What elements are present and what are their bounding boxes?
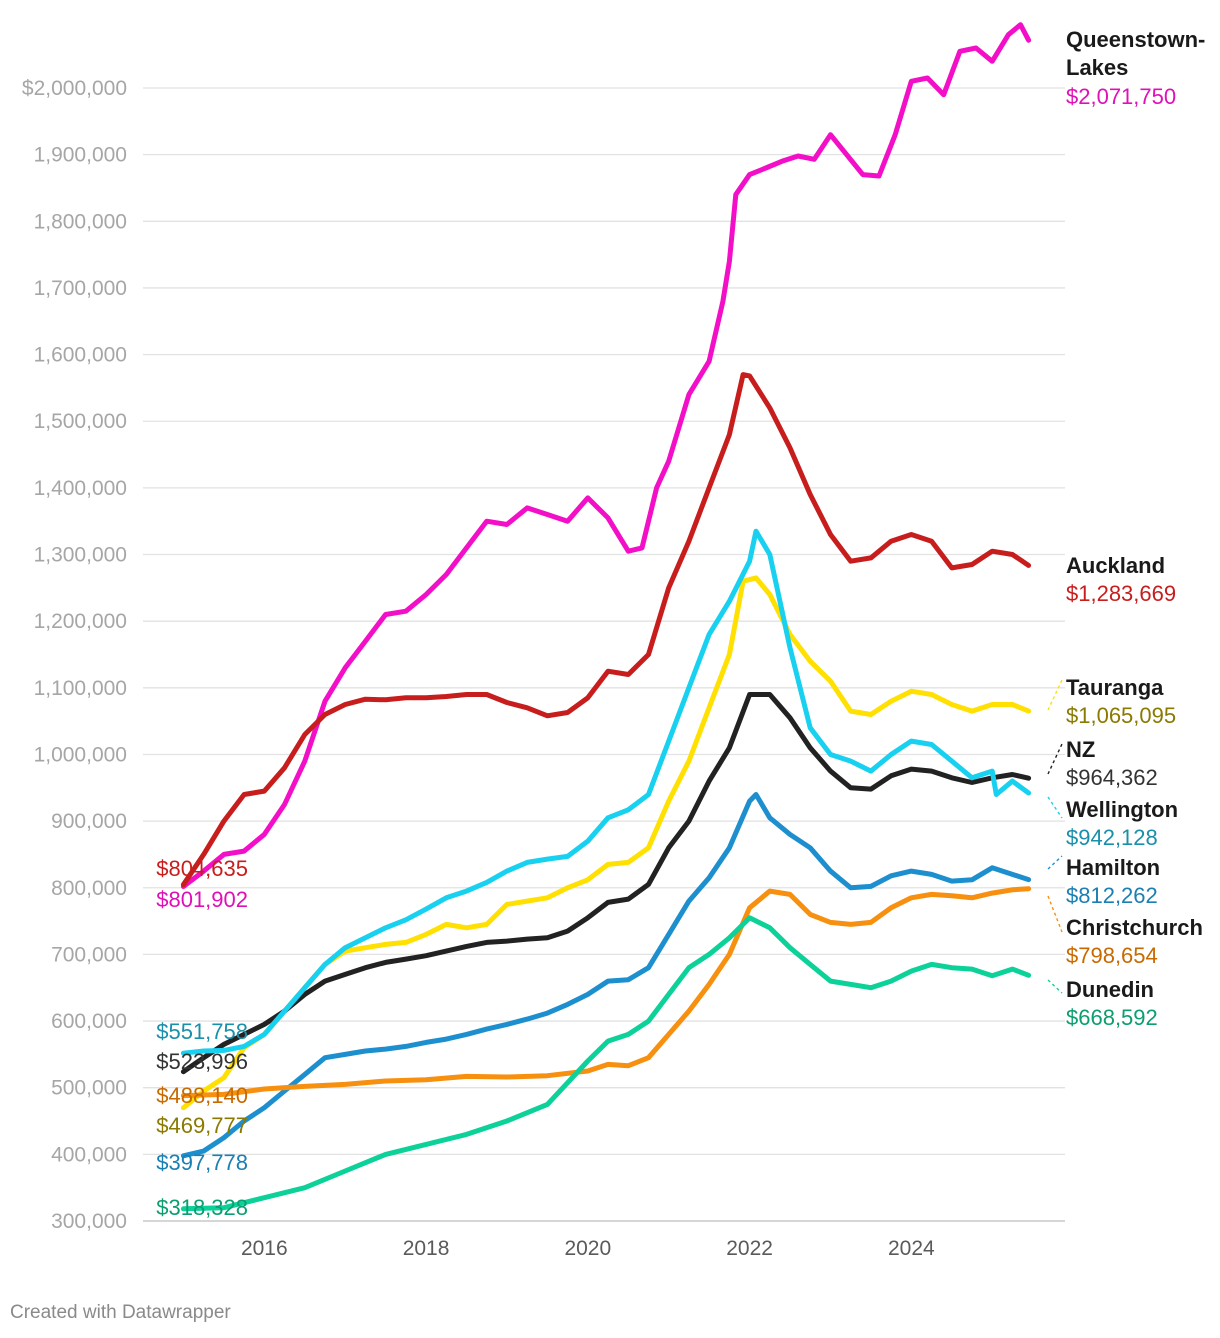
y-axis-tick-labels: 300,000 400,000 500,000 600,000 700,000 800,0… [22,77,127,1233]
x-tick-label: 2016 [241,1237,288,1260]
y-tick-label: 900,000 [51,810,127,833]
series-name-nz: NZ [1066,737,1095,762]
y-tick-label: 1,000,000 [34,743,127,766]
series-name-auckland: Auckland [1066,553,1165,578]
series-line-auckland [180,372,1032,888]
y-tick-label: 1,900,000 [34,144,127,167]
end-value-nz: $964,362 [1066,765,1158,790]
start-value-wellington: $551,758 [156,1019,248,1044]
series-line-christchurch [180,886,1032,1099]
start-value-christchurch: $488,140 [156,1083,248,1108]
series-labels: Queenstown-Lakes $2,071,750 Auckland $1,283… [156,27,1205,1220]
series-line-queenstown-lakes [180,22,1032,889]
end-value-dunedin: $668,592 [1066,1005,1158,1030]
series-lines [180,22,1032,1212]
series-line-tauranga [180,575,1032,1111]
y-tick-label: 800,000 [51,877,127,900]
y-tick-label: $2,000,000 [22,77,127,100]
leader-line-tauranga [1047,679,1063,711]
series-line-dunedin [180,915,1032,1212]
x-tick-label: 2018 [403,1237,450,1260]
leader-line-nz [1047,743,1063,775]
credit-text: Created with Datawrapper [10,1302,231,1323]
series-name-tauranga: Tauranga [1066,675,1164,700]
end-value-christchurch: $798,654 [1066,943,1158,968]
leader-line-wellington [1047,796,1063,819]
series-name-queenstown-lakes: Queenstown-Lakes [1066,27,1205,80]
y-tick-label: 1,200,000 [34,610,127,633]
series-name-christchurch: Christchurch [1066,915,1203,940]
y-tick-label: 1,700,000 [34,277,127,300]
end-value-auckland: $1,283,669 [1066,581,1176,606]
y-tick-label: 500,000 [51,1077,127,1100]
start-value-hamilton: $397,778 [156,1150,248,1175]
start-value-auckland: $804,635 [156,856,248,881]
y-tick-label: 1,400,000 [34,477,127,500]
series-name-hamilton: Hamilton [1066,855,1160,880]
leader-line-christchurch [1047,895,1063,933]
gridlines [143,87,1065,1222]
y-tick-label: 400,000 [51,1143,127,1166]
series-line-hamilton [180,792,1032,1159]
y-tick-label: 1,300,000 [34,544,127,567]
end-value-wellington: $942,128 [1066,825,1158,850]
x-tick-label: 2024 [888,1237,935,1260]
y-tick-label: 300,000 [51,1210,127,1233]
y-tick-label: 1,800,000 [34,210,127,233]
y-tick-label: 1,600,000 [34,344,127,367]
start-value-dunedin: $318,328 [156,1195,248,1220]
y-tick-label: 1,500,000 [34,410,127,433]
x-axis-tick-labels: 2016 2018 2020 2022 2024 [241,1237,935,1260]
start-value-nz: $523,996 [156,1049,248,1074]
series-line-nz [180,692,1032,1075]
leader-line-hamilton [1047,855,1063,870]
series-name-dunedin: Dunedin [1066,977,1154,1002]
series-line-wellington [180,528,1032,1056]
start-value-tauranga: $469,777 [156,1113,248,1138]
start-value-queenstown-lakes: $801,902 [156,887,248,912]
y-tick-label: 1,100,000 [34,677,127,700]
end-value-hamilton: $812,262 [1066,883,1158,908]
leader-line-dunedin [1047,979,1063,994]
end-value-queenstown-lakes: $2,071,750 [1066,84,1176,109]
y-tick-label: 600,000 [51,1010,127,1033]
y-tick-label: 700,000 [51,943,127,966]
series-name-wellington: Wellington [1066,797,1178,822]
end-value-tauranga: $1,065,095 [1066,703,1176,728]
x-tick-label: 2020 [564,1237,611,1260]
x-tick-label: 2022 [726,1237,773,1260]
